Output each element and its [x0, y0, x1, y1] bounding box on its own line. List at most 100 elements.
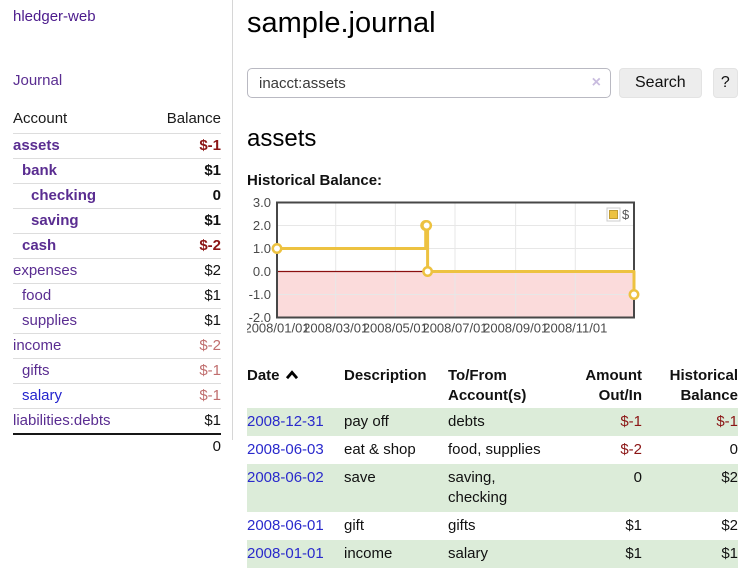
- register-description: eat & shop: [344, 441, 416, 458]
- y-axis-tick: 2.0: [253, 218, 271, 233]
- register-row: 2008-06-03 eat & shop food, supplies $-2 0: [247, 436, 738, 464]
- register-row: 2008-01-01 income salary $1 $1: [247, 540, 738, 568]
- account-row: liabilities:debts $1: [13, 408, 221, 434]
- legend-label: $: [622, 207, 630, 222]
- data-point-marker: [271, 243, 283, 254]
- chart-canvas: $3.0 2.0 1.0 0.0 -1.0 -2.02008/01/012008/03/0…: [247, 195, 640, 336]
- account-link[interactable]: assets: [13, 137, 60, 154]
- account-row: income $-2: [13, 333, 221, 359]
- account-link[interactable]: expenses: [13, 262, 78, 279]
- register-balance: $-1: [716, 413, 738, 430]
- data-point-marker: [422, 266, 434, 277]
- account-link[interactable]: liabilities:debts: [13, 412, 111, 429]
- register-date-link[interactable]: 2008-06-03: [247, 441, 324, 458]
- accounts-header-balance: Balance: [166, 110, 221, 127]
- register-balance: $1: [721, 545, 738, 562]
- accounts-total-value: 0: [146, 433, 221, 459]
- accounts-total-row: 0: [13, 433, 221, 459]
- help-button[interactable]: ?: [712, 68, 738, 98]
- register-balance: $2: [721, 517, 738, 534]
- account-link[interactable]: cash: [22, 237, 57, 254]
- account-heading: assets: [247, 125, 317, 152]
- sidebar-item-journal[interactable]: Journal: [13, 72, 63, 89]
- x-axis-tick: 2008/03/01: [303, 321, 368, 336]
- register-header-date[interactable]: Date: [247, 364, 344, 408]
- legend-swatch-icon: [609, 210, 618, 219]
- account-balance: 0: [146, 183, 221, 209]
- account-row: checking 0: [13, 183, 221, 209]
- register-header-date-label: Date: [247, 367, 280, 384]
- register-balance: 0: [729, 441, 738, 458]
- register-date-link[interactable]: 2008-01-01: [247, 545, 324, 562]
- y-axis-tick: -1.0: [249, 287, 271, 302]
- register-description: pay off: [344, 413, 389, 430]
- register-row: 2008-06-02 save saving, checking 0 $2: [247, 464, 738, 512]
- account-row: bank $1: [13, 158, 221, 184]
- account-link[interactable]: salary: [22, 387, 63, 404]
- data-point-marker: [628, 289, 640, 300]
- register-accounts: saving, checking: [448, 469, 508, 506]
- account-balance: $1: [146, 308, 221, 334]
- x-axis-tick: 2008/11/01: [543, 321, 607, 336]
- register-accounts: debts: [448, 413, 485, 430]
- account-balance: $-2: [146, 333, 221, 359]
- account-link[interactable]: supplies: [22, 312, 78, 329]
- y-axis-tick: -2.0: [249, 310, 271, 325]
- x-axis-tick: 2008/07/01: [422, 321, 487, 336]
- register-accounts: food, supplies: [448, 441, 541, 458]
- account-link[interactable]: gifts: [22, 362, 50, 379]
- search-input[interactable]: [247, 68, 611, 98]
- account-link[interactable]: saving: [31, 212, 79, 229]
- account-row: salary $-1: [13, 383, 221, 409]
- register-header-accounts: To/From Account(s): [448, 367, 527, 404]
- account-balance: $-1: [146, 358, 221, 384]
- y-axis-tick: 3.0: [253, 195, 271, 210]
- register-date-link[interactable]: 2008-06-02: [247, 469, 324, 486]
- account-row: assets $-1: [13, 133, 221, 159]
- chart-title: Historical Balance:: [247, 172, 383, 189]
- register-header-row: Date Description To/From Account(s) Amou…: [247, 364, 738, 408]
- account-link[interactable]: income: [13, 337, 62, 354]
- register-accounts: salary: [448, 545, 489, 562]
- register-header-balance: Historical Balance: [669, 367, 738, 404]
- account-link[interactable]: checking: [31, 187, 97, 204]
- accounts-header-account: Account: [13, 110, 68, 127]
- register-table: Date Description To/From Account(s) Amou…: [247, 364, 738, 568]
- x-axis-tick: 2008/09/01: [483, 321, 548, 336]
- clear-search-icon[interactable]: ×: [591, 74, 601, 91]
- account-row: food $1: [13, 283, 221, 309]
- register-description: gift: [344, 517, 365, 534]
- plot-border: [276, 201, 635, 319]
- account-balance: $-2: [146, 233, 221, 259]
- account-link[interactable]: bank: [22, 162, 58, 179]
- register-description: income: [344, 545, 393, 562]
- register-accounts: gifts: [448, 517, 476, 534]
- sort-ascending-icon: [285, 366, 299, 386]
- search-button[interactable]: Search: [619, 68, 702, 98]
- register-date-link[interactable]: 2008-12-31: [247, 413, 324, 430]
- register-description: save: [344, 469, 376, 486]
- account-balance: $-1: [146, 383, 221, 409]
- accounts-total-spacer: [13, 433, 147, 459]
- account-balance: $1: [146, 408, 221, 434]
- sidebar: hledger-web Journal Account Balance asse…: [0, 0, 233, 459]
- register-row: 2008-06-01 gift gifts $1 $2: [247, 512, 738, 540]
- accounts-table: Account Balance assets $-1 bank $1 checking 0…: [13, 110, 221, 459]
- account-row: gifts $-1: [13, 358, 221, 384]
- register-amount: $1: [625, 517, 642, 534]
- y-axis-tick: 0.0: [253, 264, 271, 279]
- register-balance: $2: [721, 469, 738, 486]
- register-amount: $-1: [620, 413, 642, 430]
- account-row: cash $-2: [13, 233, 221, 259]
- brand-link[interactable]: hledger-web: [13, 8, 96, 25]
- account-row: saving $1: [13, 208, 221, 234]
- search-bar: × Search ?: [247, 68, 738, 98]
- search-box: ×: [247, 68, 611, 98]
- x-axis-tick: 2008/05/01: [363, 321, 428, 336]
- account-balance: $1: [146, 158, 221, 184]
- register-date-link[interactable]: 2008-06-01: [247, 517, 324, 534]
- account-link[interactable]: food: [22, 287, 52, 304]
- data-point-marker: [421, 220, 433, 231]
- register-amount: 0: [633, 469, 642, 486]
- register-amount: $1: [625, 545, 642, 562]
